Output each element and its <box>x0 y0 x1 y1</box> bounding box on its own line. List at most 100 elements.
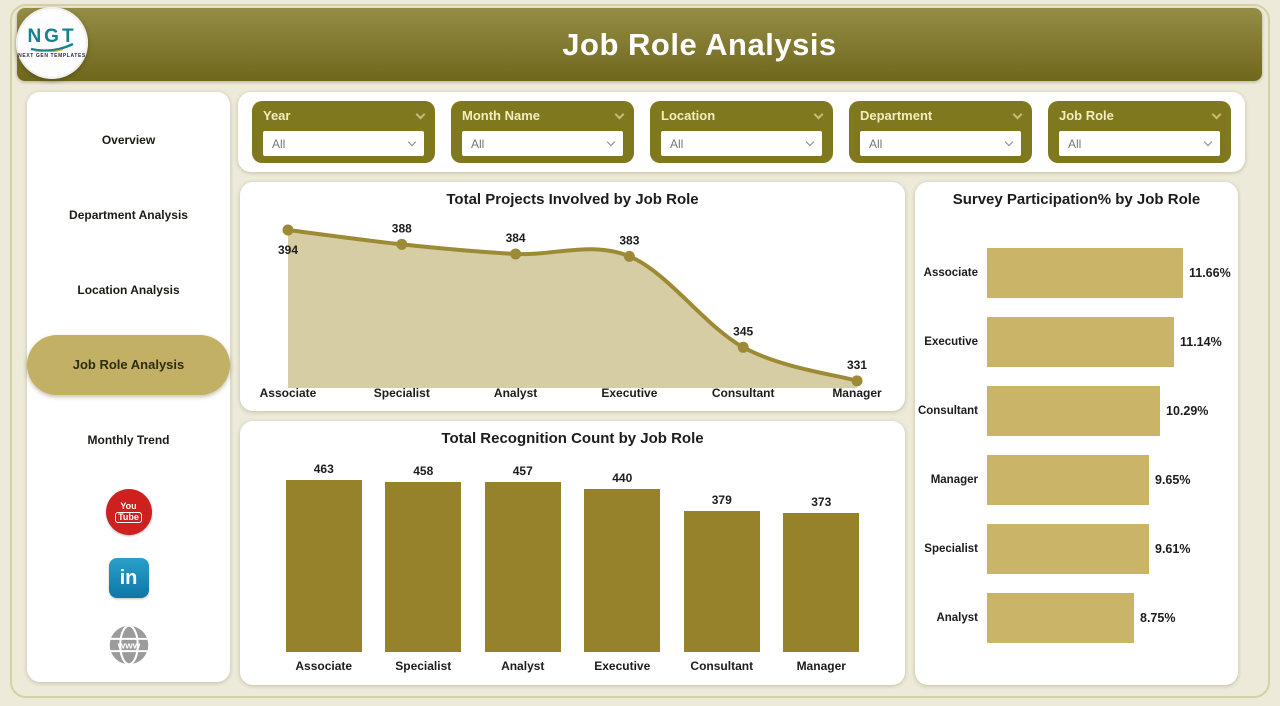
hbar-row-associate: Associate 11.66% <box>915 238 1238 307</box>
filter-department-dropdown-chevron-icon[interactable] <box>1004 137 1014 147</box>
point-specialist[interactable] <box>396 238 408 250</box>
data-label-executive: 383 <box>619 233 639 247</box>
hbar-chart: Associate 11.66% Executive 11.14% Consultant… <box>915 238 1238 652</box>
filter-month-name-header: Month Name <box>462 108 625 123</box>
bar-category-associate: Associate <box>295 659 353 673</box>
trend-line <box>287 228 858 383</box>
svg-text:www: www <box>116 641 140 652</box>
sidebar-item-overview[interactable]: Overview <box>101 133 156 147</box>
filter-month-name-dropdown-chevron-icon[interactable] <box>606 137 616 147</box>
hbar-associate[interactable] <box>987 247 1183 298</box>
hbar-category-executive: Executive <box>924 335 978 348</box>
area-fill <box>288 230 857 388</box>
hbar-executive[interactable] <box>987 316 1174 367</box>
bar-category-specialist: Specialist <box>395 659 452 673</box>
filter-department-value: All <box>869 136 883 151</box>
filter-department-chevron-down-icon[interactable] <box>1012 109 1023 119</box>
bar-value-executive: 440 <box>612 471 633 485</box>
x-label-analyst: Analyst <box>493 386 538 400</box>
bar-column-analyst: 457 Analyst <box>473 461 573 675</box>
hbar-category-analyst: Analyst <box>936 611 978 624</box>
area-chart-panel: Total Projects Involved by Job Role 394 3… <box>240 182 905 411</box>
filter-year-header: Year <box>263 108 426 123</box>
filter-job-role-dropdown-chevron-icon[interactable] <box>1203 137 1213 147</box>
ngt-logo: NGT NEXT GEN TEMPLATES <box>16 7 88 79</box>
point-consultant[interactable] <box>737 341 749 353</box>
sidebar-item-monthly-trend[interactable]: Monthly Trend <box>87 433 170 447</box>
sidebar-item-department-analysis[interactable]: Department Analysis <box>69 208 188 222</box>
filter-location-dropdown-chevron-icon[interactable] <box>805 137 815 147</box>
filter-location-dropdown[interactable]: All <box>661 131 822 156</box>
data-label-analyst: 384 <box>506 231 526 245</box>
bar-column-manager: 373 Manager <box>772 461 872 675</box>
filter-year-dropdown-chevron-icon[interactable] <box>407 137 417 147</box>
point-associate[interactable] <box>282 224 294 236</box>
filter-month-name-dropdown[interactable]: All <box>462 131 623 156</box>
bar-executive[interactable] <box>584 489 661 652</box>
filter-year-value: All <box>272 136 286 151</box>
sidebar-item-job-role-analysis[interactable]: Job Role Analysis <box>27 335 230 395</box>
filter-year: Year All <box>252 101 435 163</box>
filter-job-role-label: Job Role <box>1059 108 1114 123</box>
filter-department-label: Department <box>860 108 933 123</box>
bar-specialist[interactable] <box>385 482 462 652</box>
bar-manager[interactable] <box>783 513 860 652</box>
data-label-consultant: 345 <box>733 324 753 338</box>
filter-department-dropdown[interactable]: All <box>860 131 1021 156</box>
filter-job-role-header: Job Role <box>1059 108 1222 123</box>
hbar-consultant[interactable] <box>987 385 1160 436</box>
filter-year-chevron-down-icon[interactable] <box>415 109 426 119</box>
filter-strip: Year All Month Name All Location All Departmen… <box>238 92 1245 172</box>
bar-analyst[interactable] <box>484 482 561 652</box>
hbar-value-manager: 9.65% <box>1155 472 1191 487</box>
bar-category-analyst: Analyst <box>501 659 545 673</box>
filter-month-name-chevron-down-icon[interactable] <box>614 109 625 119</box>
x-label-consultant: Consultant <box>711 386 775 400</box>
bar-category-consultant: Consultant <box>690 659 754 673</box>
filter-job-role-value: All <box>1068 136 1082 151</box>
filter-year-dropdown[interactable]: All <box>263 131 424 156</box>
bar-chart-panel: Total Recognition Count by Job Role 463 A… <box>240 421 905 685</box>
x-label-specialist: Specialist <box>373 386 430 400</box>
sidebar-item-location-analysis[interactable]: Location Analysis <box>77 283 180 297</box>
hbar-value-executive: 11.14% <box>1180 334 1222 349</box>
hbar-value-analyst: 8.75% <box>1140 610 1176 625</box>
x-label-executive: Executive <box>601 386 658 400</box>
hbar-chart-title: Survey Participation% by Job Role <box>952 191 1201 208</box>
filter-month-name-value: All <box>471 136 485 151</box>
globe-icon: www <box>109 624 148 666</box>
hbar-category-specialist: Specialist <box>924 542 978 555</box>
filter-job-role-chevron-down-icon[interactable] <box>1211 109 1222 119</box>
area-chart-title: Total Projects Involved by Job Role <box>446 191 699 208</box>
bar-value-associate: 463 <box>313 462 334 476</box>
linkedin-icon[interactable]: in <box>108 558 149 598</box>
hbar-analyst[interactable] <box>987 592 1134 643</box>
youtube-text-top: You <box>120 500 137 511</box>
point-executive[interactable] <box>623 250 635 262</box>
hbar-row-manager: Manager 9.65% <box>915 445 1238 514</box>
website-icon[interactable]: www <box>108 624 150 666</box>
bar-category-manager: Manager <box>796 659 846 673</box>
hbar-manager[interactable] <box>987 454 1149 505</box>
filter-job-role-dropdown[interactable]: All <box>1059 131 1220 156</box>
bar-associate[interactable] <box>285 480 362 652</box>
header-bar: Job Role Analysis <box>17 8 1262 81</box>
filter-location: Location All <box>650 101 833 163</box>
bar-consultant[interactable] <box>683 511 760 652</box>
hbar-category-consultant: Consultant <box>917 404 978 417</box>
bar-chart: 463 Associate 458 Specialist 457 Analyst 440 Ex… <box>240 461 905 675</box>
data-label-specialist: 388 <box>392 221 412 235</box>
hbar-category-associate: Associate <box>923 266 978 279</box>
hbar-specialist[interactable] <box>987 523 1149 574</box>
bar-column-associate: 463 Associate <box>274 461 374 675</box>
data-label-manager: 331 <box>847 358 867 372</box>
youtube-icon[interactable]: You Tube <box>105 489 152 535</box>
x-label-associate: Associate <box>259 386 317 400</box>
filter-location-chevron-down-icon[interactable] <box>813 109 824 119</box>
bar-value-consultant: 379 <box>711 493 732 507</box>
filter-location-label: Location <box>661 108 716 123</box>
hbar-row-consultant: Consultant 10.29% <box>915 376 1238 445</box>
point-manager[interactable] <box>851 375 863 387</box>
point-analyst[interactable] <box>510 248 522 260</box>
